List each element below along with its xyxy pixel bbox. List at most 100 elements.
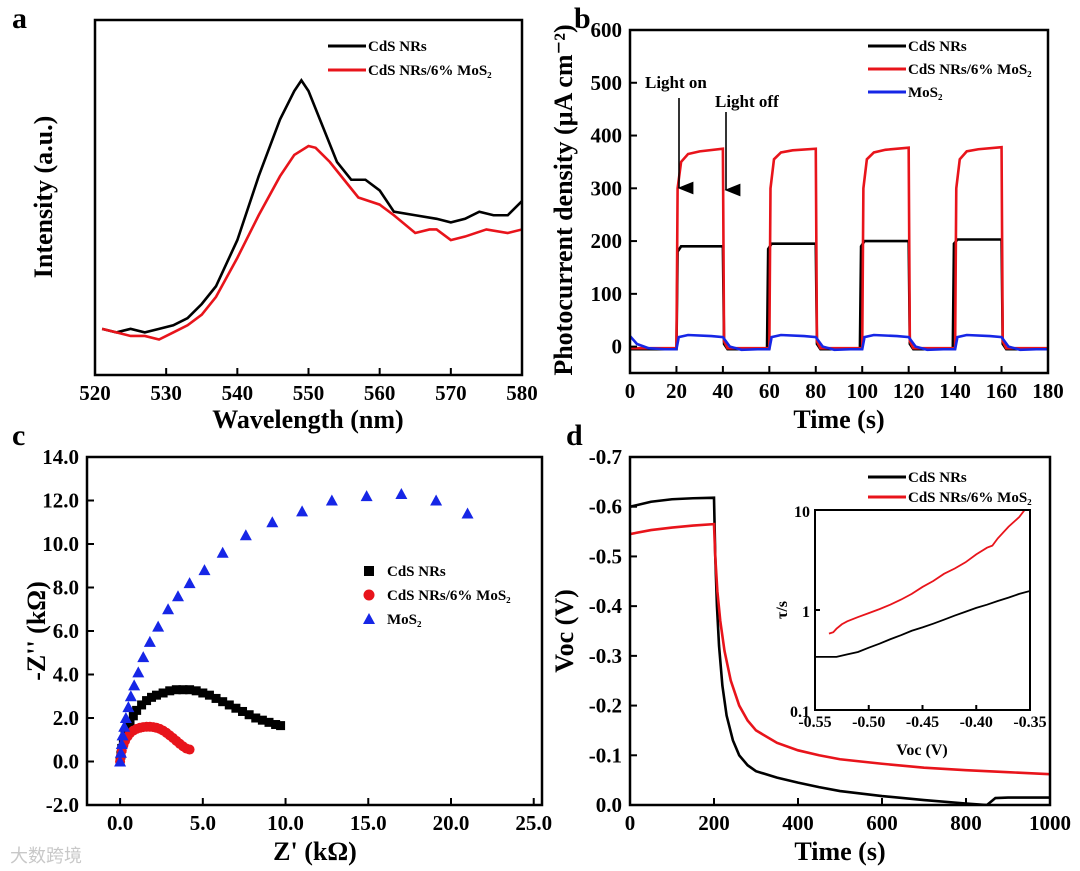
data-point-square: [158, 688, 168, 698]
data-point-triangle: [461, 507, 474, 519]
y-tick-label: 0: [612, 335, 623, 359]
x-tick-label: -0.50: [852, 714, 885, 731]
y-tick-label: 10.0: [42, 532, 79, 556]
data-point-triangle: [395, 487, 408, 499]
panel-label-d: d: [566, 419, 583, 452]
panel-c: 0.0 5.0 10.0 15.0 20.0 25.0 -2.0 0.0 2.0 4.0 6.0 8.…: [22, 445, 552, 866]
y-tick-label: -2.0: [46, 793, 79, 817]
x-tick-label: 540: [222, 381, 254, 405]
data-point-triangle: [132, 666, 145, 678]
data-point-square: [224, 700, 234, 710]
y-tick-label: 600: [591, 18, 623, 42]
y-tick-label: 400: [591, 124, 623, 148]
data-point-triangle: [360, 490, 373, 502]
data-point-triangle: [115, 738, 128, 750]
data-point-triangle: [172, 590, 184, 602]
watermark: 大数跨境: [10, 846, 82, 867]
x-tick-label: -0.40: [960, 714, 993, 731]
y-tick-label: 0.0: [596, 793, 622, 817]
data-point-triangle: [216, 546, 229, 558]
y-tick-label: 10: [794, 504, 810, 521]
legend-marker: [364, 566, 374, 576]
x-tick-label: 100: [846, 379, 878, 403]
series-line-0: [815, 590, 1030, 658]
legend-label: CdS NRs: [368, 39, 427, 55]
x-tick-label: 80: [805, 379, 826, 403]
panel-label-a: a: [12, 2, 27, 35]
y-tick-label: 100: [591, 282, 623, 306]
x-tick-label: 15.0: [350, 811, 387, 835]
y-tick-label: 6.0: [53, 619, 79, 643]
legend-item: CdS NRs: [328, 39, 427, 55]
data-point-triangle: [114, 746, 127, 758]
panel-a: 520 530 540 550 560 570 580 Wavelength (nm) Inte…: [29, 18, 538, 434]
panel-label-b: b: [574, 2, 591, 35]
data-point-square: [276, 721, 286, 731]
legend-label: MoS₂: [387, 612, 422, 628]
y-tick-label: -0.5: [589, 544, 622, 568]
y-axis-title: τ/s: [774, 601, 791, 619]
series-line-0: [630, 238, 1048, 351]
y-axis-title: Intensity (a.u.): [29, 116, 58, 279]
legend-item: CdS NRs/6% MoS₂: [328, 63, 492, 79]
data-point-triangle: [183, 577, 196, 589]
data-point-square: [211, 693, 221, 703]
data-point-triangle: [266, 516, 279, 528]
y-tick-label: 12.0: [42, 489, 79, 513]
data-point-triangle: [198, 564, 211, 576]
x-tick-label: 200: [698, 811, 730, 835]
y-tick-label: 1: [802, 604, 810, 621]
y-tick-label: 500: [591, 71, 623, 95]
data-point-triangle: [116, 729, 129, 741]
annotation-light-off: Light off: [715, 92, 779, 111]
legend-item: CdS NRs/6% MoS₂: [868, 490, 1032, 506]
y-tick-label: 200: [591, 229, 623, 253]
panel-d: 0 200 400 600 800 1000 0.0 -0.1 -0.2 -0.3 -0.4 -0.5…: [550, 445, 1071, 866]
x-tick-label: 60: [759, 379, 780, 403]
y-tick-label: 0.0: [53, 750, 79, 774]
legend-item: MoS₂: [363, 612, 422, 628]
data-point-square: [198, 688, 208, 698]
data-point-triangle: [119, 712, 132, 723]
y-tick-label: -0.3: [589, 644, 622, 668]
legend-item: CdS NRs: [868, 470, 967, 486]
series-line-1: [630, 522, 1050, 776]
y-tick-label: -0.4: [589, 594, 623, 618]
x-axis-title: Wavelength (nm): [212, 405, 403, 434]
data-point-circle: [184, 744, 195, 755]
data-point-triangle: [325, 494, 338, 506]
y-tick-label: 4.0: [53, 663, 79, 687]
panel-b: 0 20 40 60 80 100 120 140 160 180 0 100 200 300 400 500…: [549, 18, 1064, 434]
x-tick-label: 560: [364, 381, 396, 405]
data-point-triangle: [296, 505, 309, 517]
annotation-light-on: Light on: [645, 73, 707, 92]
plot-frame: [814, 509, 1031, 711]
plot-frame: [628, 28, 1050, 375]
data-point-triangle: [430, 494, 443, 506]
data-point-square: [178, 685, 188, 695]
legend-item: CdS NRs: [868, 39, 967, 55]
data-point-square: [251, 713, 261, 723]
series-line-1: [101, 144, 522, 341]
x-tick-label: -0.35: [1013, 714, 1046, 731]
data-point-triangle: [162, 603, 175, 615]
data-point-triangle: [239, 529, 252, 541]
x-tick-label: 1000: [1029, 811, 1071, 835]
data-point-square: [244, 710, 254, 720]
legend-item: MoS₂: [868, 85, 943, 101]
x-tick-label: 180: [1032, 379, 1064, 403]
y-tick-label: -0.6: [589, 495, 622, 519]
legend-item: CdS NRs/6% MoS₂: [868, 62, 1032, 78]
y-tick-label: -0.7: [589, 445, 622, 469]
panel-label-c: c: [12, 419, 25, 452]
data-point-triangle: [114, 755, 127, 767]
data-point-triangle: [128, 679, 141, 691]
data-point-triangle: [118, 720, 131, 732]
x-axis-title: Voc (V): [896, 742, 947, 759]
data-point-square: [238, 706, 248, 716]
legend-item: CdS NRs/6% MoS₂: [363, 588, 511, 604]
data-point-square: [191, 686, 201, 696]
x-tick-label: 40: [712, 379, 733, 403]
x-tick-label: 25.0: [515, 811, 552, 835]
